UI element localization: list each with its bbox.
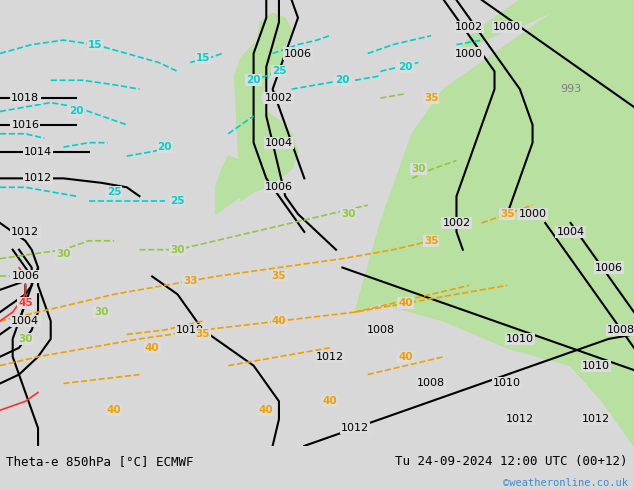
Text: 1002: 1002 [455, 22, 483, 32]
Text: 1010: 1010 [506, 334, 534, 344]
Text: 40: 40 [322, 396, 337, 406]
Text: 1012: 1012 [582, 414, 610, 424]
Text: 35: 35 [500, 209, 514, 219]
Polygon shape [235, 36, 298, 201]
Text: 1004: 1004 [11, 316, 39, 326]
Text: 1008: 1008 [607, 325, 634, 335]
Text: 30: 30 [411, 165, 425, 174]
Text: 1006: 1006 [595, 263, 623, 272]
Text: 20: 20 [399, 62, 413, 72]
Text: 20: 20 [69, 106, 83, 117]
Text: 35: 35 [272, 271, 286, 281]
Text: 35: 35 [424, 93, 438, 103]
Text: 1000: 1000 [519, 209, 547, 219]
Text: Tu 24-09-2024 12:00 UTC (00+12): Tu 24-09-2024 12:00 UTC (00+12) [395, 455, 628, 468]
Text: 1006: 1006 [284, 49, 312, 58]
Text: 20: 20 [335, 75, 349, 85]
Text: 30: 30 [56, 249, 70, 259]
Text: 40: 40 [107, 405, 122, 415]
Text: 25: 25 [272, 66, 286, 76]
Text: 1010: 1010 [176, 325, 204, 335]
Text: 1008: 1008 [417, 378, 445, 389]
Text: 1004: 1004 [557, 227, 585, 237]
Text: 20: 20 [158, 142, 172, 152]
Text: 15: 15 [196, 53, 210, 63]
Text: 40: 40 [271, 316, 287, 326]
Polygon shape [456, 0, 571, 53]
Text: 1016: 1016 [11, 120, 39, 130]
Text: 45: 45 [18, 298, 33, 308]
Text: 40: 40 [145, 343, 160, 353]
Text: 1012: 1012 [316, 352, 344, 362]
Polygon shape [355, 0, 634, 446]
Text: ©weatheronline.co.uk: ©weatheronline.co.uk [503, 478, 628, 489]
Text: 1000: 1000 [493, 22, 521, 32]
Text: 1012: 1012 [506, 414, 534, 424]
Text: 30: 30 [94, 307, 108, 317]
Text: 1002: 1002 [265, 93, 293, 103]
Text: 33: 33 [183, 276, 197, 286]
Text: 1012: 1012 [24, 173, 52, 183]
Text: 30: 30 [342, 209, 356, 219]
Text: 25: 25 [171, 196, 184, 206]
Text: 20: 20 [247, 75, 261, 85]
Text: 15: 15 [88, 40, 102, 49]
Text: 30: 30 [18, 334, 32, 344]
Text: 1002: 1002 [443, 218, 470, 228]
Polygon shape [254, 13, 292, 72]
Text: 30: 30 [171, 245, 184, 255]
Text: 1004: 1004 [265, 138, 293, 147]
Text: 35: 35 [424, 236, 438, 246]
Text: 1000: 1000 [455, 49, 483, 58]
Text: 35: 35 [196, 329, 210, 340]
Text: Theta-e 850hPa [°C] ECMWF: Theta-e 850hPa [°C] ECMWF [6, 455, 194, 468]
Text: 1018: 1018 [11, 93, 39, 103]
Text: 1014: 1014 [24, 147, 52, 157]
Text: 993: 993 [560, 84, 581, 94]
Text: 1012: 1012 [11, 227, 39, 237]
Polygon shape [216, 156, 247, 214]
Text: 40: 40 [398, 298, 413, 308]
Text: 1008: 1008 [366, 325, 394, 335]
Text: 40: 40 [398, 352, 413, 362]
Text: 1010: 1010 [493, 378, 521, 389]
Text: 1012: 1012 [341, 423, 369, 433]
Text: 1010: 1010 [582, 361, 610, 370]
Text: 25: 25 [107, 187, 121, 197]
Text: 1006: 1006 [265, 182, 293, 192]
Text: 1006: 1006 [11, 271, 39, 281]
Text: 40: 40 [259, 405, 274, 415]
